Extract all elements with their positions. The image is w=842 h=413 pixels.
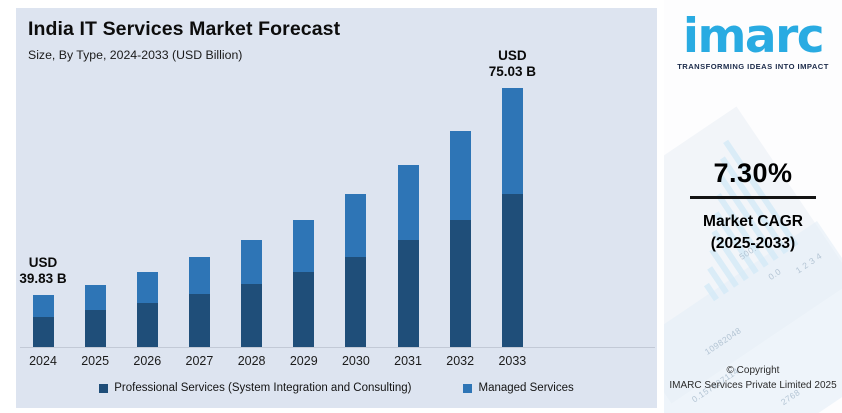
bar-segment-managed-services: [397, 165, 419, 240]
bar-2026: [136, 272, 158, 347]
legend-item: Managed Services: [463, 382, 574, 394]
legend-swatch: [463, 383, 473, 393]
bar-segment-managed-services: [345, 194, 367, 257]
cagr-value: 7.30%: [713, 158, 793, 188]
bar-segment-professional-services: [84, 310, 106, 347]
x-tick-2030: 2030: [341, 354, 370, 368]
bar-segment-managed-services: [449, 131, 471, 220]
bar-segment-managed-services: [84, 285, 106, 310]
bar-segment-professional-services: [501, 194, 523, 347]
bar-2032: [449, 131, 471, 347]
value-label-2024: USD 39.83 B: [19, 255, 67, 286]
legend: Professional Services (System Integratio…: [16, 382, 657, 394]
imarc-logo: imarc TRANSFORMING IDEAS INTO IMPACT: [664, 9, 842, 72]
copyright-line2: IMARC Services Private Limited 2025: [669, 380, 837, 391]
x-tick-2031: 2031: [394, 354, 422, 368]
bar-segment-managed-services: [293, 220, 315, 272]
x-tick-2026: 2026: [133, 354, 162, 368]
bar-segment-professional-services: [241, 284, 263, 347]
x-tick-2033: 2033: [498, 354, 527, 368]
value-label-2033: USD 75.03 B: [488, 48, 536, 79]
bar-2027: [188, 257, 210, 347]
bar-segment-professional-services: [293, 272, 315, 347]
plot-area: 2024 USD 39.83 B 2025 2026 2027 2028 2029 2030 2…: [16, 8, 657, 408]
copyright: © Copyright IMARC Services Private Limit…: [664, 363, 842, 393]
cagr-block: 7.30% Market CAGR (2025-2033): [664, 158, 842, 256]
x-tick-2027: 2027: [185, 354, 214, 368]
x-tick-2024: 2024: [29, 354, 57, 368]
bar-2025: [84, 285, 106, 347]
bar-segment-professional-services: [32, 317, 54, 347]
bar-2033: [501, 88, 523, 347]
bar-segment-managed-services: [136, 272, 158, 303]
bar-segment-managed-services: [188, 257, 210, 294]
bar-segment-managed-services: [32, 295, 54, 317]
bar-2030: [345, 194, 367, 347]
legend-label: Managed Services: [478, 382, 574, 394]
brand-panel: 500.0 0.0 1 2 3 4 10982048 0.157837114 2768 i…: [664, 0, 842, 413]
imarc-logo-text: imarc: [682, 9, 825, 64]
bar-segment-managed-services: [501, 88, 523, 194]
x-tick-2025: 2025: [81, 354, 110, 368]
bar-2028: [241, 240, 263, 347]
cagr-label: Market CAGR: [703, 213, 803, 230]
bar-segment-managed-services: [241, 240, 263, 284]
x-tick-2032: 2032: [446, 354, 475, 368]
x-axis-line: [20, 347, 655, 348]
bar-segment-professional-services: [449, 220, 471, 347]
bar-segment-professional-services: [136, 303, 158, 347]
cagr-underline: [690, 196, 816, 199]
bar-segment-professional-services: [188, 294, 210, 347]
x-tick-2029: 2029: [289, 354, 318, 368]
legend-label: Professional Services (System Integratio…: [114, 382, 412, 394]
x-tick-2028: 2028: [237, 354, 266, 368]
chart-subtitle: Size, By Type, 2024-2033 (USD Billion): [28, 48, 243, 62]
copyright-line1: © Copyright: [726, 365, 780, 376]
chart-title: India IT Services Market Forecast: [28, 18, 341, 40]
bar-2029: [293, 220, 315, 347]
bar-2031: [397, 165, 419, 347]
legend-item: Professional Services (System Integratio…: [99, 382, 411, 394]
bar-segment-professional-services: [345, 257, 367, 347]
chart-panel: India IT Services Market Forecast Size, …: [16, 8, 657, 408]
bar-segment-professional-services: [397, 240, 419, 347]
bar-2024: [32, 295, 54, 347]
cagr-period: (2025-2033): [710, 235, 796, 253]
legend-swatch: [99, 383, 109, 393]
imarc-tagline: TRANSFORMING IDEAS INTO IMPACT: [677, 62, 829, 72]
